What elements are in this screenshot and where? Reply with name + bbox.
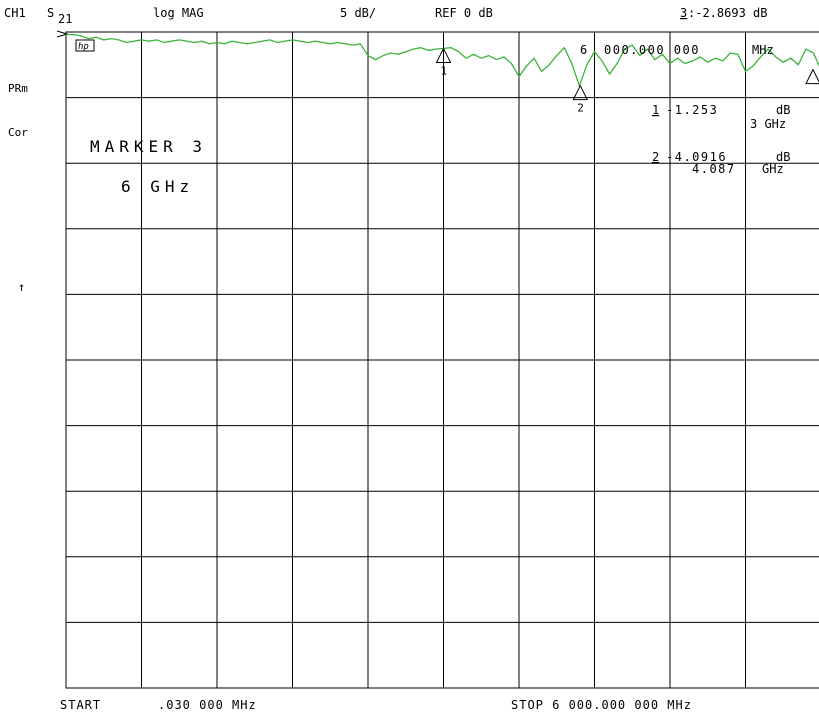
parameter-label: S — [47, 6, 54, 20]
s21-trace-line — [66, 33, 819, 88]
graticule — [65, 31, 819, 689]
active-freq-prefix: 6 — [580, 43, 587, 57]
stop-label: STOP 6 000.000 000 MHz — [511, 698, 692, 712]
prm-annotation: PRm — [8, 82, 28, 95]
active-marker-value: :-2.8693 dB — [688, 6, 767, 20]
marker-1-triangle-icon — [435, 47, 452, 63]
hp-logo-box — [75, 39, 95, 52]
active-function-title: MARKER 3 — [90, 137, 207, 156]
reference-label: REF 0 dB — [435, 6, 493, 20]
marker-2-label: 2 — [577, 102, 584, 115]
marker-2-frequency-unit: GHz — [762, 162, 784, 176]
active-freq-value: 000.000 000 — [604, 43, 700, 57]
marker-2-frequency: 4.087 — [692, 162, 736, 176]
marker-1-label: 1 — [440, 64, 447, 77]
start-value: .030 000 MHz — [158, 698, 257, 712]
scale-label: 5 dB/ — [340, 6, 376, 20]
reference-position-arrow-icon: ↑ — [18, 280, 25, 294]
cor-annotation: Cor — [8, 126, 28, 139]
marker-group: 12 — [435, 47, 819, 115]
marker-1-frequency: 3 GHz — [750, 117, 786, 131]
start-label: START — [60, 698, 101, 712]
active-freq-unit: MHz — [752, 43, 774, 57]
marker-3-triangle-icon — [805, 68, 819, 85]
active-function-value: 6 GHz — [121, 177, 194, 196]
parameter-subscript: 21 — [58, 12, 72, 26]
marker-1-number: 1 — [652, 103, 659, 117]
marker-2-unit: dB — [776, 150, 790, 164]
format-label: log MAG — [153, 6, 204, 20]
marker-1-value: -1.253 — [666, 103, 718, 117]
channel-label: CH1 — [4, 6, 26, 20]
marker-1-unit: dB — [776, 103, 790, 117]
marker-2-triangle-icon — [572, 84, 589, 101]
marker-2-number: 2 — [652, 150, 659, 164]
marker-2-value: -4.0916 — [666, 150, 727, 164]
active-marker-number: 3 — [680, 6, 687, 20]
hp-logo-icon: hp — [78, 42, 89, 52]
